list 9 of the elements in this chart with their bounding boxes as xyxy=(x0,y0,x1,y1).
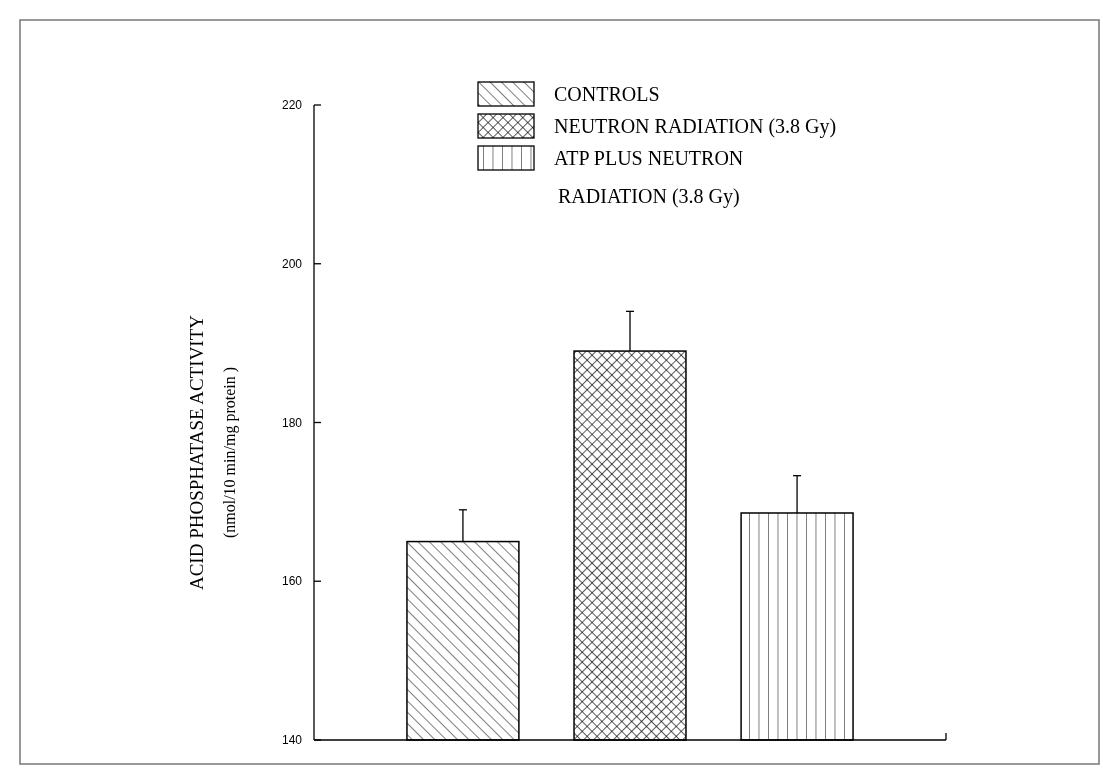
y-tick-label: 180 xyxy=(281,415,303,430)
y-tick-label: 140 xyxy=(281,733,303,748)
y-axis-title: ACID PHOSPHATASE ACTIVITY (nmol/10 min/mg protein ) xyxy=(186,314,239,591)
y-tick-label: 200 xyxy=(281,256,303,271)
legend-label: CONTROLS xyxy=(554,83,660,105)
y-tick-label: 220 xyxy=(281,98,303,113)
legend-label: ATP PLUS NEUTRON RADIATION (3.8 Gy) xyxy=(554,147,744,208)
y-tick-label: 160 xyxy=(281,574,303,589)
legend-label: NEUTRON RADIATION (3.8 Gy) xyxy=(554,115,837,138)
